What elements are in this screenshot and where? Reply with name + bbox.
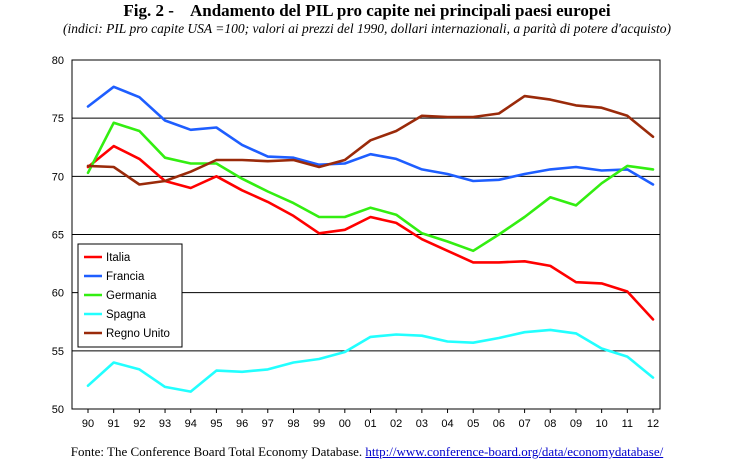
legend: Italia Francia Germania Spagna Regno Unito [77, 243, 183, 348]
x-tick-label: 07 [518, 418, 530, 430]
source-link[interactable]: http://www.conference-board.org/data/eco… [365, 444, 664, 459]
legend-label-regno-unito: Regno Unito [106, 328, 170, 340]
x-tick-label: 90 [82, 418, 94, 430]
x-tick-label: 00 [339, 418, 351, 430]
x-tick-label: 93 [159, 418, 171, 430]
y-tick-label: 60 [52, 288, 64, 300]
plot-frame [71, 59, 661, 410]
x-tick-label: 05 [467, 418, 479, 430]
x-axis: 90 91 92 93 94 95 96 97 98 99 00 01 02 03 04 05 06 07 08 09… [82, 409, 659, 430]
y-tick-label: 75 [52, 113, 64, 125]
y-tick-label: 65 [52, 230, 64, 242]
x-tick-label: 96 [236, 418, 248, 430]
legend-label-francia: Francia [106, 271, 145, 283]
figure-subtitle: (indici: PIL pro capite USA =100; valori… [62, 21, 672, 36]
legend-label-italia: Italia [106, 252, 131, 264]
x-tick-label: 01 [364, 418, 376, 430]
y-axis: 50 55 60 65 70 75 80 [52, 55, 64, 416]
x-tick-label: 04 [441, 418, 453, 430]
y-tick-label: 55 [52, 346, 64, 358]
series-line-regno-unito [86, 94, 655, 186]
x-tick-label: 97 [262, 418, 274, 430]
legend-label-germania: Germania [106, 290, 157, 302]
gridlines [72, 59, 660, 410]
x-tick-label: 11 [622, 418, 633, 430]
x-tick-label: 94 [185, 418, 197, 430]
x-tick-label: 12 [647, 418, 659, 430]
y-tick-label: 80 [52, 55, 64, 67]
figure-title: Fig. 2 - Andamento del PIL pro capite ne… [123, 1, 611, 20]
line-chart: 50 55 60 65 70 75 80 90 91 92 93 94 95 96 97 98 99 00 01 0… [52, 55, 661, 430]
x-tick-label: 03 [416, 418, 428, 430]
x-tick-label: 98 [287, 418, 299, 430]
x-tick-label: 10 [596, 418, 608, 430]
x-tick-label: 09 [570, 418, 582, 430]
series-lines [86, 85, 655, 393]
plot-border [71, 59, 661, 410]
series-line-germania [86, 121, 655, 253]
x-tick-label: 99 [313, 418, 325, 430]
x-tick-label: 06 [493, 418, 505, 430]
source-note: Fonte: The Conference Board Total Econom… [0, 444, 734, 460]
series-line-italia [86, 144, 655, 321]
x-tick-label: 08 [544, 418, 556, 430]
series-line-spagna [86, 328, 655, 393]
x-tick-label: 92 [133, 418, 145, 430]
x-tick-label: 95 [210, 418, 222, 430]
x-tick-label: 02 [390, 418, 402, 430]
series-line-francia [86, 85, 655, 186]
x-tick-label: 91 [108, 418, 120, 430]
source-text: Fonte: The Conference Board Total Econom… [70, 444, 363, 459]
y-tick-label: 70 [52, 171, 64, 183]
legend-label-spagna: Spagna [106, 309, 146, 321]
y-tick-label: 50 [52, 404, 64, 416]
